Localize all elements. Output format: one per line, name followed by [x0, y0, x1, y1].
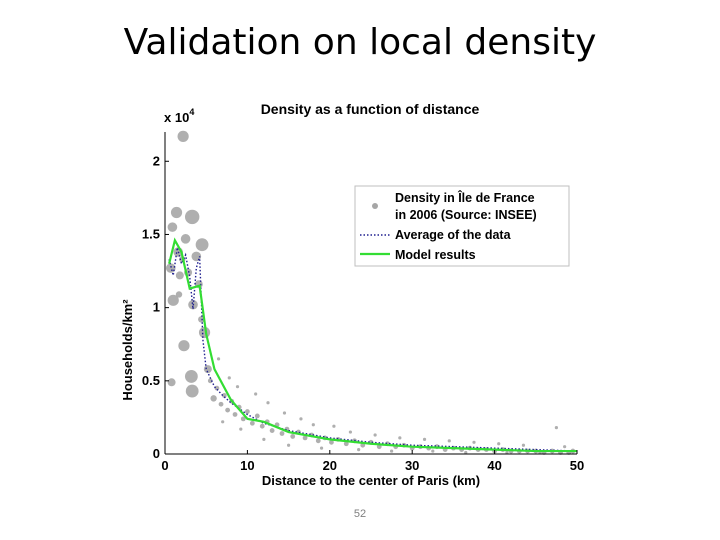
scatter-point [214, 385, 220, 391]
legend-scatter-marker [372, 203, 378, 209]
scatter-point [302, 435, 308, 441]
scatter-point [184, 209, 200, 225]
scatter-point [398, 436, 402, 440]
scatter-point [177, 130, 189, 142]
slide-title: Validation on local density [123, 22, 597, 63]
y-tick-label: 0.5 [142, 373, 160, 388]
scatter-point [221, 393, 227, 398]
scatter-point [180, 234, 191, 244]
y-axis-label: Households/km² [120, 299, 135, 401]
scatter-point [178, 340, 190, 352]
scatter-point [167, 378, 176, 387]
scatter-point [254, 392, 258, 396]
scatter-point [165, 263, 176, 273]
scatter-point [497, 442, 501, 446]
legend-box [354, 185, 570, 267]
scatter-point [245, 409, 250, 414]
x-axis-label: Distance to the center of Paris (km) [262, 473, 480, 488]
scatter-point [218, 401, 224, 407]
y-tick-label: 1.5 [142, 226, 160, 241]
y-axis-multiplier: x 104 [164, 107, 194, 125]
x-tick-label: 10 [240, 458, 254, 473]
scatter-point [254, 413, 260, 419]
scatter-point [210, 395, 217, 402]
scatter-point [332, 424, 336, 428]
scatter-point [225, 407, 231, 413]
scatter-point [184, 370, 198, 383]
scatter-point [216, 357, 221, 361]
scatter-point [311, 423, 315, 427]
density-chart: Density as a function of distance x 104 … [120, 101, 584, 488]
scatter-point [198, 316, 205, 323]
scatter-point [175, 291, 183, 298]
y-tick-label: 2 [153, 153, 160, 168]
scatter-point [373, 433, 377, 437]
legend-scatter-label-line1: Density in Île de France [395, 190, 535, 205]
scatter-point [240, 416, 246, 422]
scatter-point [221, 420, 225, 424]
scatter-point [563, 445, 567, 449]
scatter-point [262, 437, 266, 441]
scatter-point [203, 365, 212, 374]
chart-title: Density as a function of distance [261, 101, 480, 117]
plot-area [165, 132, 577, 454]
scatter-point [227, 376, 231, 380]
scatter-point [290, 434, 296, 439]
scatter-point [249, 420, 255, 426]
y-tick-label: 1 [153, 300, 160, 315]
x-tick-label: 40 [487, 458, 501, 473]
scatter-point [315, 438, 321, 444]
scatter-point [521, 443, 526, 447]
legend-scatter-label-line2: in 2006 (Source: INSEE) [395, 208, 537, 222]
scatter-point [329, 439, 334, 445]
scatter-point [259, 423, 265, 429]
scatter-point [167, 222, 178, 232]
scatter-point [554, 426, 558, 430]
scatter-point [390, 449, 394, 453]
legend: Density in Île de France in 2006 (Source… [354, 185, 570, 267]
scatter-point [279, 431, 285, 436]
scatter-point [232, 412, 238, 417]
legend-model-label: Model results [395, 248, 476, 262]
scatter-point [464, 450, 468, 455]
scatter-point [266, 401, 270, 405]
x-tick-label: 0 [161, 458, 168, 473]
y-axis-multiplier-base: x 10 [164, 110, 189, 125]
average-line [168, 247, 578, 452]
scatter-point [282, 411, 287, 415]
y-axis-multiplier-exponent: 4 [189, 107, 194, 117]
scatter-point [447, 439, 451, 443]
scatter-point [299, 417, 303, 421]
y-ticks: 0 0.5 1 1.5 2 [142, 153, 169, 461]
scatter-point [195, 238, 209, 252]
scatter-point [343, 441, 349, 447]
scatter-point [505, 450, 509, 455]
scatter-point [167, 294, 179, 306]
scatter-point [269, 428, 275, 433]
scatter-point [422, 437, 427, 441]
model-line [168, 237, 577, 453]
x-tick-label: 50 [570, 458, 584, 473]
x-tick-label: 20 [323, 458, 337, 473]
scatter-point [357, 448, 361, 452]
scatter-point [235, 385, 240, 389]
scatter-point [185, 384, 199, 398]
y-tick-label: 0 [153, 446, 160, 461]
scatter-point [175, 271, 184, 280]
x-ticks: 0 10 20 30 40 50 [161, 450, 584, 473]
scatter-point [287, 443, 291, 447]
legend-average-label: Average of the data [395, 228, 512, 242]
slide-number: 52 [353, 508, 367, 520]
scatter-point [348, 430, 352, 434]
scatter-point [472, 440, 476, 444]
scatter-point [239, 427, 243, 431]
scatter-point [319, 446, 324, 450]
scatter-point [431, 449, 435, 453]
scatter-point [170, 206, 183, 219]
x-tick-label: 30 [405, 458, 419, 473]
